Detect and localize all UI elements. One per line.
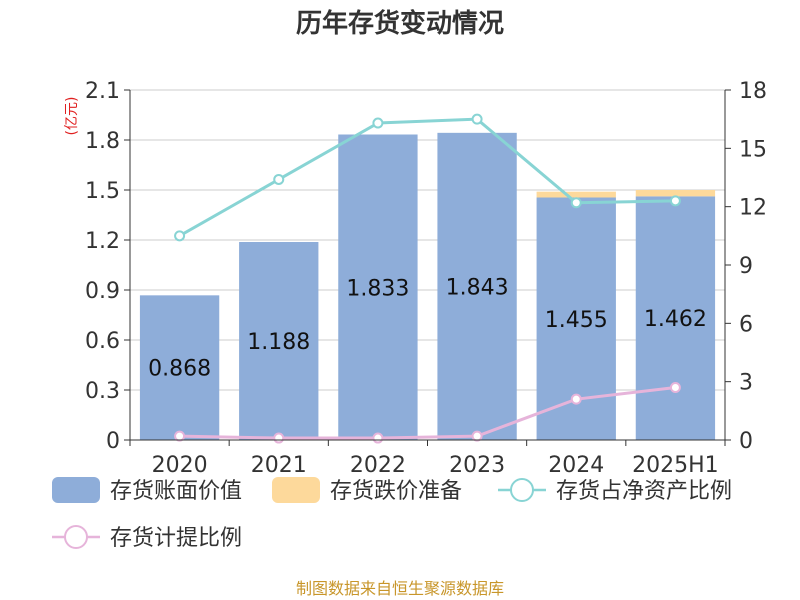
- legend-label: 存货账面价值: [110, 479, 242, 504]
- bar-inventory-value: [338, 134, 418, 440]
- series-point: [669, 382, 681, 393]
- source-note: 制图数据来自恒生聚源数据库: [296, 579, 504, 598]
- legend-swatch: [272, 477, 320, 503]
- right-tick-label: 0: [739, 429, 753, 454]
- left-axis-unit: (亿元): [64, 97, 80, 136]
- legend-marker: [510, 478, 534, 502]
- series-point: [372, 432, 384, 444]
- left-tick-label: 0.6: [85, 329, 120, 354]
- series-point: [471, 430, 483, 442]
- left-tick-label: 1.8: [85, 129, 120, 154]
- bar-inventory-value: [635, 196, 716, 440]
- series-point: [669, 195, 681, 207]
- bar-layer: 0.868 1.188 1.833 1.843 1.455 1.462: [139, 132, 716, 441]
- series-line: [179, 386, 676, 440]
- bar-value-label: 1.188: [247, 330, 310, 355]
- left-tick-label: 0.3: [85, 379, 120, 404]
- gridlines: [130, 89, 725, 441]
- chart-title: 历年存货变动情况: [296, 8, 504, 39]
- series-point: [174, 430, 186, 442]
- series-point: [273, 173, 285, 185]
- bar-impairment-provision: [635, 190, 716, 197]
- bar-value-label: 1.843: [446, 275, 509, 300]
- x-tick-label: 2025H1: [632, 453, 719, 478]
- legend-label: 存货占净资产比例: [556, 479, 732, 504]
- left-tick-label: 1.2: [85, 229, 120, 254]
- bar-value-label: 0.868: [148, 357, 211, 382]
- x-tick-label: 2021: [251, 453, 307, 478]
- left-tick-label: 0.9: [85, 279, 120, 304]
- right-tick-label: 6: [739, 312, 753, 337]
- series-point: [273, 432, 285, 444]
- series-line: [178, 117, 676, 238]
- right-tick-label: 15: [739, 137, 767, 162]
- series-point: [471, 113, 483, 125]
- bar-inventory-value: [239, 242, 319, 440]
- series-point: [174, 230, 186, 242]
- series-point: [372, 117, 384, 129]
- right-tick-label: 12: [739, 196, 767, 221]
- legend-label: 存货计提比例: [110, 526, 242, 551]
- bar-inventory-value: [437, 132, 517, 441]
- legend-label: 存货跌价准备: [330, 479, 462, 504]
- axes: 0 0.3 0.6 0.9 1.2 1.5 1.8 2.1 0 3 6 9 12 15 18 2020 2021…: [85, 79, 767, 478]
- x-tick-label: 2020: [152, 453, 208, 478]
- right-tick-label: 18: [739, 79, 767, 104]
- legend-swatch: [52, 477, 100, 503]
- x-tick-label: 2023: [449, 453, 505, 478]
- bar-value-label: 1.455: [545, 308, 608, 333]
- legend-marker: [64, 525, 88, 549]
- bar-value-label: 1.833: [346, 276, 409, 301]
- right-tick-label: 3: [739, 371, 753, 396]
- bar-impairment-provision: [536, 191, 616, 198]
- left-tick-label: 1.5: [85, 179, 120, 204]
- line-layer: [174, 113, 681, 444]
- bar-value-label: 1.462: [644, 307, 707, 332]
- bar-inventory-value: [139, 295, 220, 440]
- left-tick-label: 2.1: [85, 79, 120, 104]
- x-tick-label: 2024: [548, 453, 604, 478]
- series-point: [570, 197, 582, 209]
- x-tick-label: 2022: [350, 453, 406, 478]
- right-tick-label: 9: [739, 254, 753, 279]
- left-tick-label: 0: [106, 429, 120, 454]
- series-point: [570, 393, 582, 405]
